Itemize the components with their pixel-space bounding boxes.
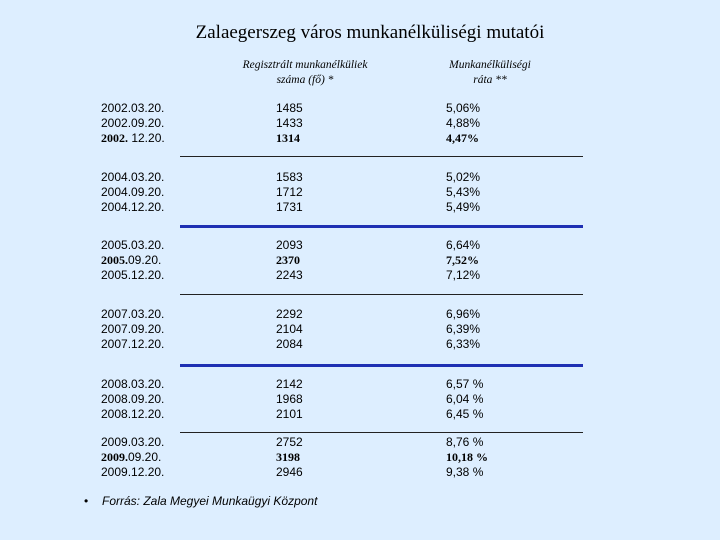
header-unemployment-rate: Munkanélküliségi ráta **: [420, 58, 560, 88]
table-cell-count: 2093: [276, 238, 303, 252]
table-cell-rate: 10,18 %: [446, 450, 488, 464]
table-cell-date: 2004.03.20.: [101, 170, 165, 184]
table-cell-date: 2008.09.20.: [101, 392, 165, 406]
table-cell-date: 2005.03.20.: [101, 238, 165, 252]
table-cell-count: 2243: [276, 268, 303, 282]
table-cell-count: 1583: [276, 170, 303, 184]
header-line: Regisztrált munkanélküliek: [242, 59, 368, 71]
table-cell-rate: 9,38 %: [446, 465, 484, 479]
table-cell-count: 1314: [276, 131, 300, 145]
table-cell-rate: 6,64%: [446, 238, 481, 252]
table-cell-count: 2370: [276, 253, 300, 267]
table-cell-date: 2002.03.20.: [101, 101, 165, 115]
table-cell-date: 2009.12.20.: [101, 465, 165, 479]
table-cell-rate: 4,47%: [446, 131, 479, 145]
table-cell-rate: 6,33%: [446, 337, 481, 351]
table-cell-count: 2946: [276, 465, 303, 479]
table-cell-date: 2002. 12.20.: [101, 131, 165, 146]
table-cell-count: 2101: [276, 407, 303, 421]
separator-line: [180, 294, 583, 295]
table-cell-count: 1485: [276, 101, 303, 115]
table-cell-rate: 4,88%: [446, 116, 481, 130]
table-cell-count: 2292: [276, 307, 303, 321]
date-rest: 09.20.: [128, 450, 162, 464]
table-cell-rate: 6,39%: [446, 322, 481, 336]
date-year: 2005.: [101, 253, 128, 267]
table-cell-rate: 6,96%: [446, 307, 481, 321]
header-line: ráta **: [473, 74, 507, 86]
table-cell-rate: 5,49%: [446, 200, 481, 214]
bullet-icon: •: [84, 494, 89, 508]
table-cell-count: 2142: [276, 377, 303, 391]
table-cell-date: 2008.12.20.: [101, 407, 165, 421]
date-rest: 12.20.: [128, 131, 165, 145]
separator-line-thick: [180, 364, 583, 367]
table-cell-date: 2007.12.20.: [101, 337, 165, 351]
date-rest: 09.20.: [128, 253, 162, 267]
table-cell-rate: 6,04 %: [446, 392, 484, 406]
source-note: • Forrás: Zala Megyei Munkaügyi Központ: [84, 494, 317, 508]
table-cell-rate: 6,45 %: [446, 407, 484, 421]
table-cell-count: 2104: [276, 322, 303, 336]
header-registered-unemployed: Regisztrált munkanélküliek száma (fő) *: [220, 58, 390, 88]
table-cell-rate: 7,12%: [446, 268, 481, 282]
table-cell-date: 2007.09.20.: [101, 322, 165, 336]
separator-line: [180, 432, 583, 433]
separator-line-thick: [180, 225, 583, 228]
table-cell-count: 2752: [276, 435, 303, 449]
table-cell-rate: 5,43%: [446, 185, 481, 199]
table-cell-rate: 6,57 %: [446, 377, 484, 391]
table-cell-rate: 5,02%: [446, 170, 481, 184]
date-year: 2002.: [101, 131, 128, 145]
header-line: száma (fő) *: [276, 74, 334, 86]
table-cell-date: 2007.03.20.: [101, 307, 165, 321]
table-cell-rate: 8,76 %: [446, 435, 484, 449]
table-cell-count: 3198: [276, 450, 300, 464]
table-cell-date: 2002.09.20.: [101, 116, 165, 130]
table-cell-date: 2008.03.20.: [101, 377, 165, 391]
separator-line: [180, 156, 583, 157]
table-cell-date: 2005.09.20.: [101, 253, 161, 268]
table-cell-count: 1712: [276, 185, 303, 199]
table-cell-date: 2005.12.20.: [101, 268, 165, 282]
table-cell-count: 1968: [276, 392, 303, 406]
table-cell-date: 2004.09.20.: [101, 185, 165, 199]
table-cell-rate: 7,52%: [446, 253, 479, 267]
date-year: 2009.: [101, 450, 128, 464]
table-cell-rate: 5,06%: [446, 101, 481, 115]
table-cell-count: 1433: [276, 116, 303, 130]
header-line: Munkanélküliségi: [449, 59, 531, 71]
source-text: Forrás: Zala Megyei Munkaügyi Központ: [102, 494, 318, 508]
table-cell-date: 2009.03.20.: [101, 435, 165, 449]
table-cell-date: 2004.12.20.: [101, 200, 165, 214]
table-cell-count: 2084: [276, 337, 303, 351]
page-title: Zalaegerszeg város munkanélküliségi muta…: [195, 22, 545, 43]
table-cell-date: 2009.09.20.: [101, 450, 161, 465]
table-cell-count: 1731: [276, 200, 303, 214]
